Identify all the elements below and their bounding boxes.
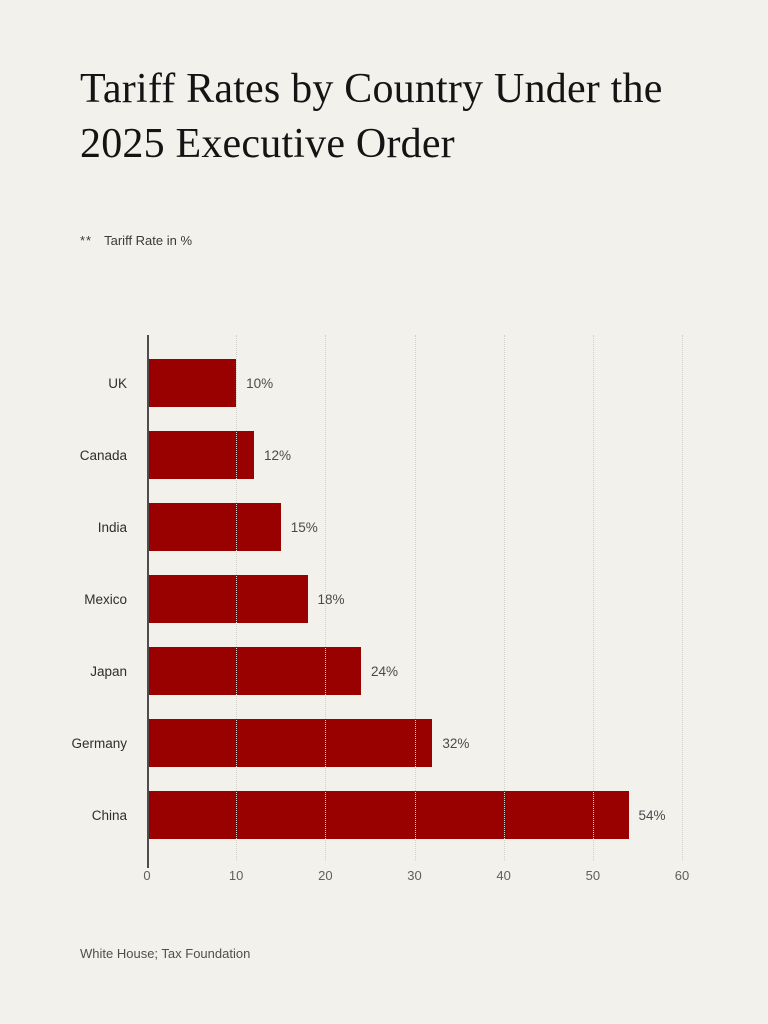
value-label: 15% [290,519,318,535]
bar-canada [147,431,254,479]
chart-row-china: China 54% [92,779,740,851]
gridline-50 [592,335,594,861]
x-axis: 0 10 20 30 40 50 60 [143,861,740,885]
x-tick-label-60: 60 [674,868,690,883]
chart-row-mexico: Mexico 18% [84,563,740,635]
gridline-10 [236,335,238,861]
bar-germany [147,719,433,767]
value-label: 24% [371,663,399,679]
bar-india [147,503,281,551]
value-label: 18% [317,591,345,607]
chart-subtitle: ** Tariff Rate in % [80,233,192,248]
category-label: India [97,519,127,535]
x-tick-label-10: 10 [228,868,244,883]
y-axis-line [147,335,149,868]
value-label: 10% [246,375,274,391]
category-label: Germany [71,735,127,751]
subtitle-text: Tariff Rate in % [104,233,193,248]
x-tick-label-20: 20 [318,868,333,883]
value-label: 54% [638,807,666,823]
category-label: China [91,807,127,823]
category-label: Mexico [84,591,127,607]
source-text: White House; Tax Foundation [80,946,251,961]
x-tick-label-0: 0 [143,868,151,883]
bar-japan [147,647,361,695]
footnote-marker: ** [80,233,93,248]
plot-wrap: UK 10% Canada 12% India 15% Mexico 18% Japan 24% G… [71,335,740,868]
category-label: Canada [79,447,127,463]
value-label: 12% [264,447,292,463]
bar-mexico [147,575,308,623]
bar-china [147,791,629,839]
category-label: Japan [90,663,127,679]
category-label: UK [108,375,127,391]
bar-uk [147,359,237,407]
value-label: 32% [442,735,470,751]
gridline-30 [414,335,416,861]
page-title: Tariff Rates by Country Under the 2025 E… [80,66,663,168]
x-tick-label-50: 50 [585,868,601,883]
chart-row-uk: UK 10% [108,347,740,419]
gridline-60 [682,335,683,861]
gridline-40 [503,335,505,861]
gridline-20 [325,335,327,861]
chart-row-india: India 15% [98,491,740,563]
x-tick-label-40: 40 [496,868,511,883]
plot-area: UK 10% Canada 12% India 15% Mexico 18% Japan 24% G… [71,335,740,868]
x-tick-label-30: 30 [407,868,422,883]
chart-row-germany: Germany 32% [71,707,740,779]
bar-chart: UK 10% Canada 12% India 15% Mexico 18% Japan 24% G… [71,335,740,885]
